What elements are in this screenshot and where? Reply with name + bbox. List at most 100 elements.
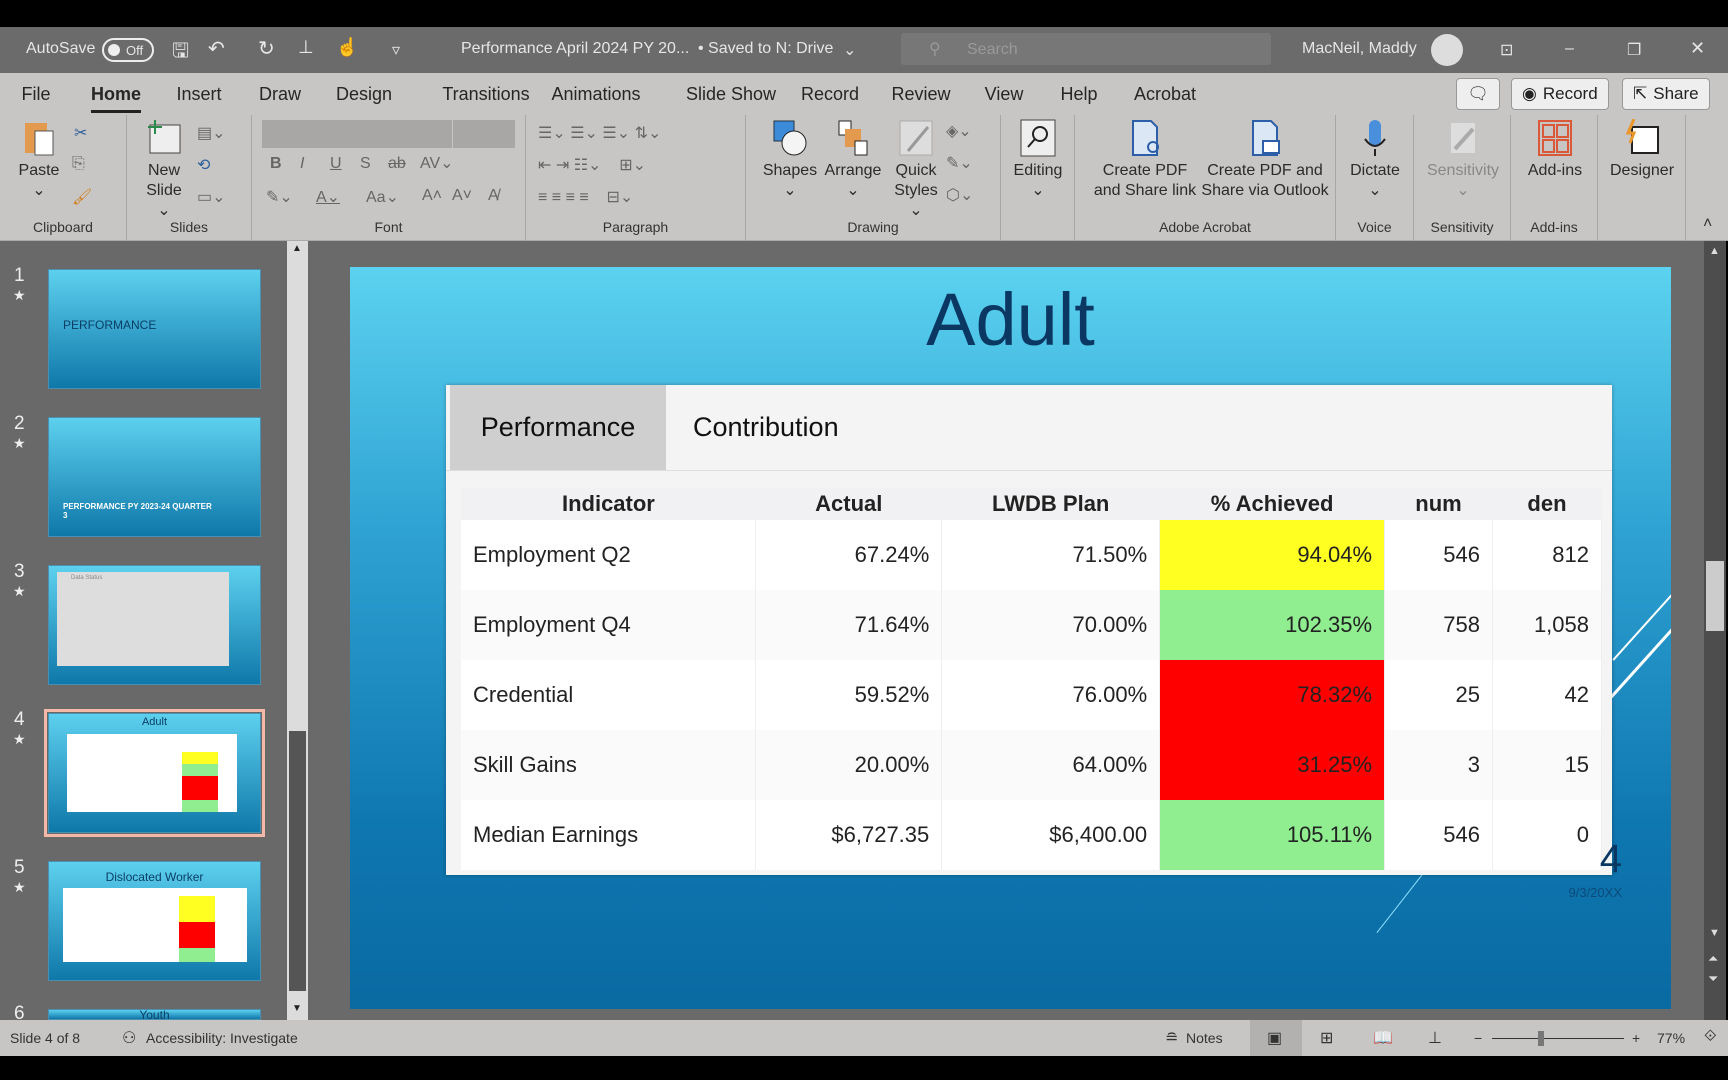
avatar[interactable]	[1431, 34, 1463, 66]
next-slide-icon[interactable]: ⏷	[1708, 971, 1719, 986]
save-icon[interactable]: 🖫	[172, 40, 190, 62]
fit-slide-icon[interactable]: ⟐	[1704, 1028, 1717, 1045]
tab-help[interactable]: Help	[1060, 84, 1098, 104]
tab-insert[interactable]: Insert	[176, 84, 222, 104]
layout-icon[interactable]: ▤⌄	[197, 125, 226, 142]
create-pdf-outlook-button[interactable]: Create PDF and Share via Outlook	[1195, 119, 1335, 201]
zoom-level[interactable]: 77%	[1657, 1030, 1686, 1046]
sensitivity-button[interactable]: Sensitivity ⌄	[1418, 119, 1508, 201]
clear-formatting-icon[interactable]: A̸	[488, 187, 499, 204]
tab-slide-show[interactable]: Slide Show	[685, 84, 777, 104]
section-icon[interactable]: ▭⌄	[197, 189, 226, 206]
ribbon-display-icon[interactable]: ⊡	[1500, 42, 1514, 59]
shadow-icon[interactable]: S	[360, 155, 371, 172]
underline-icon[interactable]: U	[330, 155, 342, 172]
collapse-ribbon-icon[interactable]: ˄	[1703, 215, 1713, 232]
editor-scrollbar[interactable]: ▲ ▼ ⏶ ⏷	[1704, 241, 1726, 1020]
thumbnails-scrollbar[interactable]: ▲ ▼	[287, 241, 308, 1020]
slide-thumbnail-4[interactable]: Adult	[44, 709, 265, 837]
strikethrough-icon[interactable]: ab	[388, 155, 406, 172]
undo-icon[interactable]: ↶	[208, 38, 225, 60]
column-header[interactable]: Indicator	[461, 488, 756, 520]
share-button[interactable]: ⇱ Share	[1622, 78, 1710, 110]
increase-font-icon[interactable]: A˄	[422, 187, 443, 204]
designer-button[interactable]: Designer	[1602, 119, 1682, 181]
italic-icon[interactable]: I	[300, 155, 305, 172]
reading-view-icon[interactable]: 📖	[1373, 1030, 1393, 1047]
slide-thumbnail-3[interactable]: Data Status	[48, 565, 261, 685]
tab-acrobat[interactable]: Acrobat	[1133, 84, 1197, 104]
zoom-in-icon[interactable]: +	[1632, 1030, 1641, 1046]
record-button[interactable]: ◉ Record	[1511, 78, 1609, 110]
minimize-icon[interactable]: –	[1565, 40, 1574, 57]
chevron-down-icon[interactable]: ⌄	[843, 42, 857, 59]
column-header[interactable]: LWDB Plan	[941, 488, 1160, 520]
normal-view-button[interactable]: ▣	[1250, 1020, 1302, 1056]
font-size-select[interactable]	[453, 120, 515, 148]
cut-icon[interactable]: ✂	[74, 125, 88, 142]
column-header[interactable]: % Achieved	[1159, 488, 1385, 520]
zoom-slider-thumb[interactable]	[1538, 1031, 1544, 1046]
bold-icon[interactable]: B	[270, 155, 282, 172]
tab-draw[interactable]: Draw	[258, 84, 302, 104]
customize-qat-icon[interactable]: ▿	[392, 42, 401, 59]
previous-slide-icon[interactable]: ⏶	[1708, 951, 1719, 966]
close-icon[interactable]: ✕	[1690, 38, 1706, 58]
format-painter-icon[interactable]: 🖌	[72, 189, 93, 206]
font-color-icon[interactable]: A⌄	[316, 189, 341, 206]
scroll-thumb[interactable]	[289, 731, 306, 991]
indent-icon[interactable]: ⇤ ⇥ ☷⌄ ⊞⌄	[538, 157, 647, 174]
tab-view[interactable]: View	[984, 84, 1024, 104]
reset-icon[interactable]: ⟲	[197, 157, 211, 174]
tab-performance[interactable]: Performance	[450, 385, 666, 470]
tab-animations[interactable]: Animations	[551, 84, 641, 104]
align-icon[interactable]: ≡ ≡ ≡ ≡ ⊟⌄	[538, 189, 634, 206]
redo-icon[interactable]: ↻	[258, 38, 275, 60]
slide-canvas[interactable]: Adult Performance Contribution Indicator…	[350, 267, 1671, 1009]
tab-review[interactable]: Review	[891, 84, 951, 104]
slideshow-icon[interactable]: ⊥	[1428, 1030, 1442, 1047]
comments-button[interactable]: 🗨	[1456, 78, 1500, 110]
dictate-button[interactable]: Dictate ⌄	[1340, 119, 1410, 201]
autosave-toggle[interactable]: Off	[102, 38, 154, 62]
slide-thumbnail-2[interactable]: PERFORMANCE PY 2023-24 QUARTER 3	[48, 417, 261, 537]
change-case-icon[interactable]: Aa⌄	[366, 189, 399, 206]
notes-icon[interactable]: ≘	[1165, 1030, 1179, 1047]
tab-file[interactable]: File	[21, 84, 51, 104]
create-pdf-share-link-button[interactable]: Create PDF and Share link	[1085, 119, 1205, 201]
restore-icon[interactable]: ❐	[1627, 42, 1642, 59]
user-name[interactable]: MacNeil, Maddy	[1302, 40, 1417, 57]
addins-button[interactable]: Add-ins	[1515, 119, 1595, 181]
present-icon[interactable]: ⊥	[298, 37, 314, 57]
tab-record[interactable]: Record	[800, 84, 860, 104]
paste-button[interactable]: Paste ⌄	[14, 119, 64, 201]
scroll-down-icon[interactable]: ▼	[292, 1003, 302, 1014]
scroll-down-icon[interactable]: ▼	[1709, 927, 1720, 939]
column-header[interactable]: Actual	[755, 488, 942, 520]
editing-button[interactable]: Editing ⌄	[1005, 119, 1071, 201]
slide-sorter-icon[interactable]: ⊞	[1320, 1030, 1334, 1047]
slide-thumbnail-6[interactable]: Youth	[48, 1009, 261, 1020]
shapes-button[interactable]: Shapes ⌄	[760, 119, 820, 201]
zoom-out-icon[interactable]: −	[1474, 1030, 1483, 1046]
zoom-slider[interactable]	[1492, 1038, 1624, 1039]
slide-title[interactable]: Adult	[926, 278, 1095, 361]
search-input[interactable]: ⚲ Search	[901, 33, 1271, 65]
slide-thumbnail-5[interactable]: Dislocated Worker	[48, 861, 261, 981]
scroll-thumb[interactable]	[1706, 561, 1724, 631]
accessibility-icon[interactable]: ⚇	[122, 1030, 137, 1047]
tab-home[interactable]: Home	[90, 84, 142, 113]
quick-styles-button[interactable]: Quick Styles ⌄	[886, 119, 946, 221]
tab-design[interactable]: Design	[335, 84, 393, 104]
tab-transitions[interactable]: Transitions	[442, 84, 530, 104]
bullets-icon[interactable]: ☰⌄ ☰⌄ ☰⌄ ⇅⌄	[538, 125, 662, 142]
notes-button[interactable]: Notes	[1186, 1030, 1223, 1046]
scroll-up-icon[interactable]: ▲	[292, 243, 302, 254]
accessibility-status[interactable]: Accessibility: Investigate	[146, 1030, 298, 1046]
character-spacing-icon[interactable]: AV⌄	[420, 155, 454, 172]
highlight-icon[interactable]: ✎⌄	[266, 189, 293, 206]
scroll-up-icon[interactable]: ▲	[1709, 245, 1720, 257]
column-header[interactable]: num	[1384, 488, 1493, 520]
document-title[interactable]: Performance April 2024 PY 20...	[461, 40, 690, 57]
save-status[interactable]: • Saved to N: Drive	[698, 40, 834, 57]
